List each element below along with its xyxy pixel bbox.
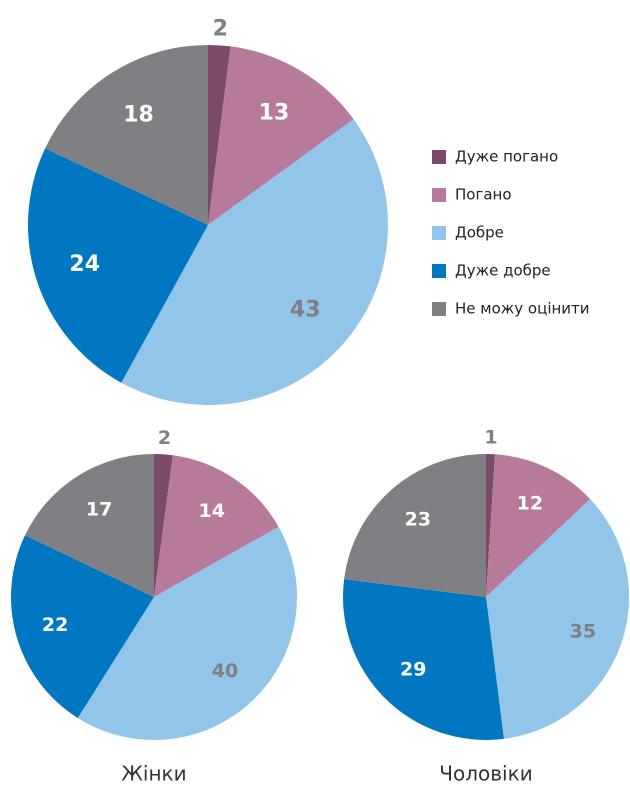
data-label: 13: [259, 100, 290, 125]
pie-slice: [154, 454, 173, 597]
pie-slice: [486, 454, 591, 597]
chart-title: Чоловіки: [439, 762, 532, 785]
data-label: 2: [213, 16, 228, 41]
data-label: 17: [86, 498, 112, 520]
pie-slice: [25, 454, 154, 597]
pie-slice: [121, 119, 389, 405]
chart-title: Жінки: [121, 762, 186, 785]
data-label: 1: [484, 427, 497, 449]
data-label: 22: [42, 614, 68, 636]
data-label: 40: [212, 660, 238, 682]
pie-slice: [344, 454, 486, 597]
legend-label: Дуже погано: [455, 148, 558, 166]
pie-slice: [342, 579, 504, 740]
legend-label: Погано: [455, 186, 512, 204]
data-label: 18: [123, 103, 154, 128]
legend-label: Дуже добре: [455, 262, 551, 280]
pie-slice: [154, 455, 279, 597]
legend-swatch: [432, 302, 446, 316]
pie-slice: [77, 526, 298, 740]
pie-slice: [486, 454, 495, 597]
pie-slice: [11, 535, 154, 718]
data-label: 35: [570, 620, 596, 642]
legend-label: Не можу оцінити: [455, 300, 590, 318]
pie-slice: [27, 148, 209, 383]
pie-slice: [486, 499, 629, 739]
data-label: 2: [158, 427, 171, 449]
data-label: 14: [199, 500, 225, 522]
legend-label: Добре: [455, 224, 504, 242]
data-label: 29: [400, 658, 426, 680]
pie-slice: [45, 45, 208, 225]
pie-slice: [208, 45, 231, 225]
legend-swatch: [432, 150, 446, 164]
legend-swatch: [432, 188, 446, 202]
legend-swatch: [432, 226, 446, 240]
pie-slice: [208, 46, 354, 225]
legend-swatch: [432, 264, 446, 278]
data-label: 23: [405, 508, 431, 530]
data-label: 24: [69, 252, 100, 277]
data-label: 43: [290, 298, 321, 323]
data-label: 12: [517, 492, 543, 514]
